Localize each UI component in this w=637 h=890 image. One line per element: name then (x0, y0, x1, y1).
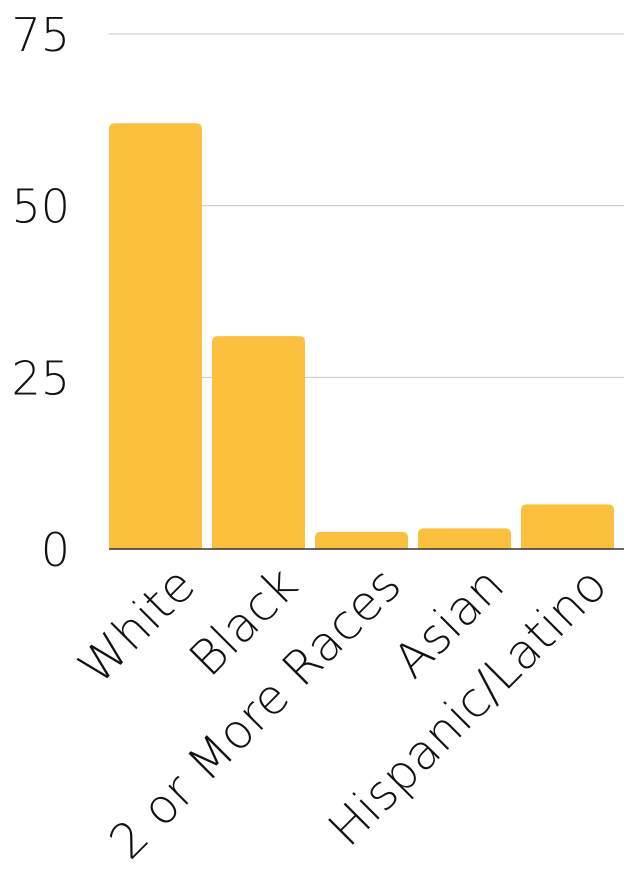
bar-2-or-more-races (315, 531, 408, 549)
y-tick-label-50: 50 (11, 180, 70, 234)
y-axis-tick-labels: 0 25 50 75 (11, 8, 70, 577)
y-tick-label-0: 0 (41, 523, 70, 577)
bars (109, 123, 614, 550)
x-category-label-white: White (68, 557, 206, 695)
bar-white (109, 123, 202, 550)
y-tick-label-75: 75 (11, 8, 70, 62)
bar-black (212, 336, 305, 549)
bar-hispanic-latino (521, 504, 614, 549)
bar-asian (418, 528, 511, 549)
y-tick-label-25: 25 (11, 351, 70, 405)
